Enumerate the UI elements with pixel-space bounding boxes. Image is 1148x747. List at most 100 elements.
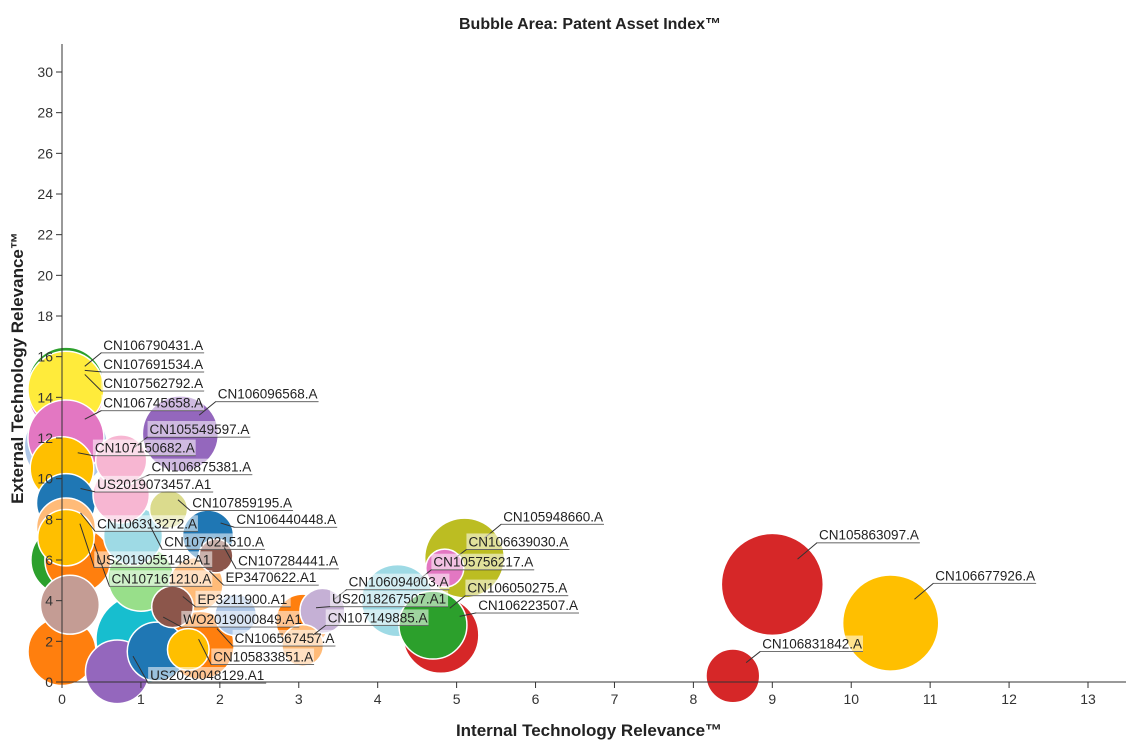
chart-title: Bubble Area: Patent Asset Index™ <box>459 16 721 33</box>
y-tick-label: 30 <box>37 64 53 80</box>
x-tick-label: 7 <box>611 691 619 707</box>
y-tick-label: 10 <box>37 471 53 487</box>
label-background <box>431 553 535 570</box>
point-label: CN106313272.A <box>97 516 197 531</box>
bubble-CN106831842.A[interactable] <box>705 648 761 704</box>
point-label: CN107150682.A <box>95 441 195 456</box>
label-background <box>211 648 315 665</box>
y-tick-label: 24 <box>37 186 53 202</box>
label-background <box>190 494 294 511</box>
label-background <box>95 515 198 532</box>
point-label: CN105863097.A <box>819 528 919 543</box>
x-tick-label: 2 <box>216 691 224 707</box>
label-background <box>223 569 319 586</box>
y-tick-label: 12 <box>37 430 53 446</box>
label-background <box>101 355 205 372</box>
label-background <box>101 374 205 391</box>
point-label: CN107149885.A <box>328 610 428 625</box>
y-tick-label: 16 <box>37 349 53 365</box>
point-label: US2018267507.A1 <box>332 592 446 607</box>
point-label: CN106639030.A <box>468 534 568 549</box>
label-background <box>234 511 338 528</box>
label-leader <box>198 401 319 416</box>
x-tick-label: 6 <box>532 691 540 707</box>
point-label: US2020048129.A1 <box>150 668 264 683</box>
label-background <box>232 629 336 646</box>
point-label: EP3211900.A1 <box>197 592 287 607</box>
bubble-CN106677926.A[interactable] <box>841 574 940 672</box>
label-background <box>236 552 339 569</box>
label-leader <box>459 612 579 617</box>
bubble-CN105833851.A[interactable] <box>166 627 210 672</box>
label-background <box>147 421 251 438</box>
label-background <box>466 533 570 550</box>
label-background <box>476 596 579 613</box>
point-label: CN106677926.A <box>935 568 1035 583</box>
point-label: CN106223507.A <box>478 598 578 613</box>
label-background <box>162 533 266 550</box>
y-tick-label: 28 <box>37 105 53 121</box>
y-axis-title: External Technology Relevance™ <box>8 232 27 504</box>
point-label: CN107284441.A <box>238 554 338 569</box>
point-label: CN107562792.A <box>103 376 203 391</box>
label-background <box>94 551 213 568</box>
y-tick-label: 14 <box>37 389 53 405</box>
point-label: CN106567457.A <box>235 631 335 646</box>
label-background <box>148 667 267 683</box>
y-tick-label: 2 <box>45 633 53 649</box>
label-background <box>933 567 1037 584</box>
label-background <box>109 570 213 587</box>
label-background <box>215 385 319 402</box>
point-label: CN106440448.A <box>236 512 336 527</box>
y-tick-label: 8 <box>45 511 53 527</box>
y-tick-label: 18 <box>37 308 53 324</box>
label-background <box>101 336 205 353</box>
bubble-CN105863097.A[interactable] <box>720 532 825 637</box>
label-background <box>330 590 449 607</box>
point-label: CN106745658.A <box>103 396 203 411</box>
point-label: WO2019000849.A1 <box>183 612 302 627</box>
point-label: CN106096568.A <box>218 387 318 402</box>
label-background <box>325 609 429 626</box>
x-tick-label: 13 <box>1080 691 1096 707</box>
label-background <box>195 590 291 607</box>
point-label: CN107859195.A <box>192 495 292 510</box>
x-tick-label: 1 <box>137 691 145 707</box>
point-label: CN105549597.A <box>150 422 250 437</box>
y-tick-label: 4 <box>45 593 53 609</box>
y-tick-label: 26 <box>37 145 53 161</box>
point-label: CN106790431.A <box>103 338 203 353</box>
y-tick-label: 0 <box>45 674 53 690</box>
y-tick-label: 20 <box>37 267 53 283</box>
label-background <box>101 394 205 411</box>
bubble-US2019055148.A1[interactable] <box>37 508 95 567</box>
point-label: CN106875381.A <box>151 460 251 475</box>
point-label: CN107691534.A <box>103 357 203 372</box>
label-background <box>181 610 300 627</box>
point-label: CN107021510.A <box>164 534 264 549</box>
label-leader <box>914 582 1037 600</box>
x-tick-label: 10 <box>843 691 859 707</box>
point-label: CN106050275.A <box>467 581 567 596</box>
label-leader <box>745 651 863 663</box>
x-tick-label: 0 <box>58 691 66 707</box>
point-label: CN106831842.A <box>762 637 862 652</box>
axes-layer <box>61 44 1126 683</box>
x-tick-label: 5 <box>453 691 461 707</box>
x-tick-label: 3 <box>295 691 303 707</box>
point-label: CN106094003.A <box>349 575 449 590</box>
bubble-unlabeled[interactable] <box>39 574 101 635</box>
y-tick-label: 22 <box>37 227 53 243</box>
x-axis-title: Internal Technology Relevance™ <box>456 721 722 740</box>
point-label: CN105756217.A <box>433 555 533 570</box>
point-label: EP3470622.A1 <box>226 570 317 585</box>
label-background <box>149 458 253 475</box>
label-background <box>95 475 214 492</box>
label-background <box>465 579 569 596</box>
label-background <box>501 508 605 525</box>
label-background <box>817 526 920 543</box>
point-label: US2019055148.A1 <box>96 552 210 567</box>
x-tick-label: 12 <box>1001 691 1017 707</box>
y-tick-label: 6 <box>45 552 53 568</box>
